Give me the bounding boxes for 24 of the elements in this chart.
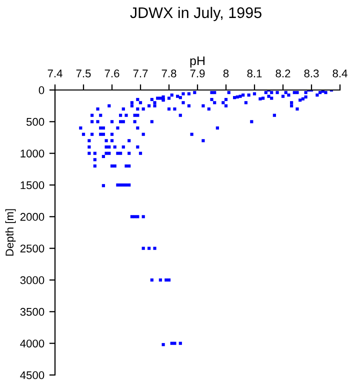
x-tick-label: 7.6 [104, 70, 120, 78]
y-tick-label: 4500 [20, 371, 44, 380]
y-tick-label: 500 [26, 118, 44, 126]
x-tick-label: 8.1 [247, 70, 262, 78]
x-tick-label: 7.9 [190, 70, 205, 78]
y-tick-label: 1500 [20, 181, 44, 190]
y-tick-label: 2500 [20, 244, 44, 252]
y-tick-label: 3500 [20, 308, 44, 316]
x-tick-label: 8.2 [276, 70, 290, 78]
x-tick-label: 7.8 [162, 70, 176, 78]
x-tick-label: 7.5 [76, 70, 91, 78]
x-tick-label: 8.4 [332, 70, 348, 78]
x-tick-label: 7.4 [48, 70, 62, 78]
x-axis-title: pH [190, 56, 204, 68]
chart-title: JDWX in July, 1995 [130, 6, 262, 22]
y-axis-title: Depth [m] [5, 209, 16, 256]
y-tick-label: 4000 [20, 340, 44, 348]
x-tick-label: 8 [223, 70, 229, 78]
y-tick-label: 2000 [20, 212, 44, 221]
y-tick-label: 1000 [20, 150, 44, 158]
y-tick-label: 0 [38, 86, 44, 94]
y-tick-label: 3000 [20, 276, 44, 284]
x-tick-label: 8.3 [304, 70, 319, 78]
x-tick-label: 7.7 [133, 70, 148, 78]
